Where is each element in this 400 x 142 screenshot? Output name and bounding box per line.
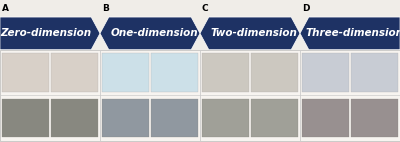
Bar bbox=[0, 50, 400, 141]
Bar bbox=[351, 99, 398, 137]
Text: A: A bbox=[2, 4, 9, 13]
Text: One-dimension: One-dimension bbox=[110, 28, 198, 38]
Text: C: C bbox=[202, 4, 209, 13]
Bar bbox=[251, 53, 298, 92]
Bar bbox=[151, 99, 198, 137]
Bar bbox=[202, 53, 249, 92]
Bar bbox=[51, 99, 98, 137]
Bar bbox=[2, 53, 49, 92]
Bar bbox=[102, 99, 149, 137]
Bar bbox=[51, 53, 98, 92]
Bar bbox=[202, 99, 249, 137]
Text: B: B bbox=[102, 4, 109, 13]
Bar bbox=[2, 99, 49, 137]
Text: Zero-dimension: Zero-dimension bbox=[0, 28, 91, 38]
Bar bbox=[151, 53, 198, 92]
Bar bbox=[302, 99, 349, 137]
Polygon shape bbox=[200, 17, 300, 50]
Bar bbox=[251, 99, 298, 137]
Bar bbox=[351, 53, 398, 92]
Text: D: D bbox=[302, 4, 310, 13]
Text: Two-dimension: Two-dimension bbox=[211, 28, 298, 38]
Polygon shape bbox=[300, 17, 400, 50]
Bar bbox=[302, 53, 349, 92]
Bar bbox=[102, 53, 149, 92]
Polygon shape bbox=[0, 17, 100, 50]
Text: Three-dimension: Three-dimension bbox=[306, 28, 400, 38]
Polygon shape bbox=[100, 17, 200, 50]
